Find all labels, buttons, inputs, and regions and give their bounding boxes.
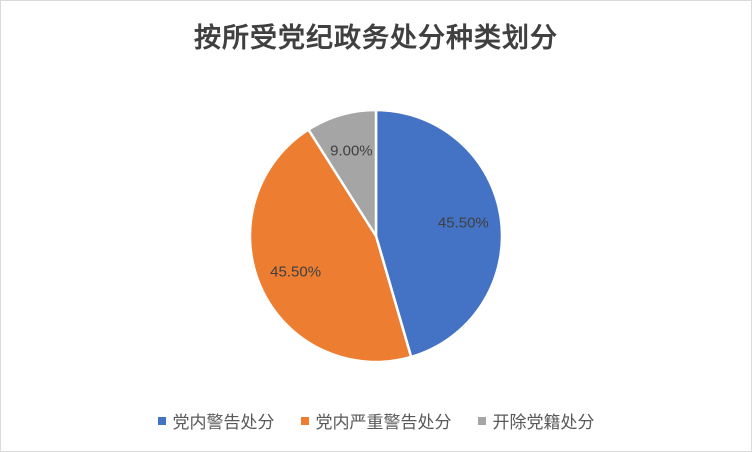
legend-label-1: 党内严重警告处分 [315, 413, 452, 433]
pie-slice-0 [374, 108, 504, 359]
pie-slice-2 [307, 108, 378, 238]
pie-slices [248, 108, 504, 364]
legend-item-0: 党内警告处分 [157, 408, 275, 433]
pie-slice-1 [248, 128, 413, 364]
legend-label-2: 开除党籍处分 [492, 413, 595, 433]
chart-title: 按所受党纪政务处分种类划分 [194, 23, 558, 54]
legend-swatch-1 [300, 416, 309, 425]
data-label-2: 9.00% [330, 142, 373, 159]
legend-swatch-0 [157, 416, 166, 425]
legend: 党内警告处分 党内严重警告处分 开除党籍处分 [0, 408, 752, 433]
data-label-1: 45.50% [270, 263, 321, 280]
legend-swatch-2 [477, 416, 486, 425]
legend-item-1: 党内严重警告处分 [300, 408, 452, 433]
pie-data-labels: 45.50% 45.50% 9.00% [270, 142, 489, 280]
legend-label-0: 党内警告处分 [172, 413, 275, 433]
legend-item-2: 开除党籍处分 [477, 408, 595, 433]
data-label-0: 45.50% [438, 215, 489, 232]
